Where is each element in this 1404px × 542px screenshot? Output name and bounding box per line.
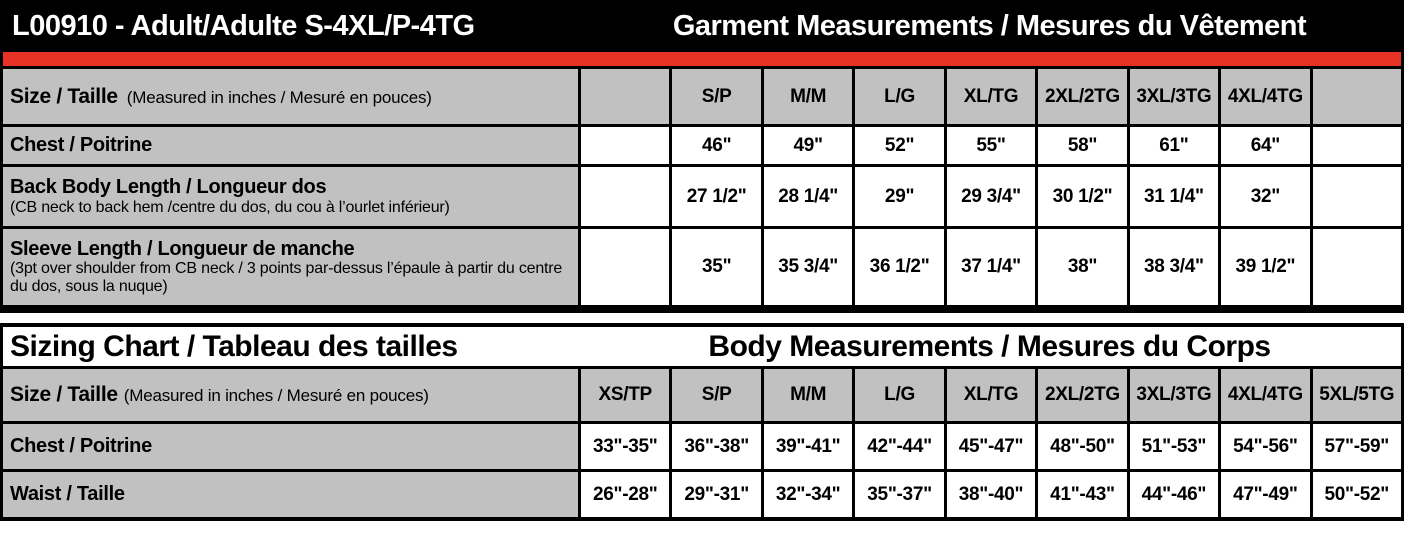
measurement-cell: 41"-43" xyxy=(1035,472,1127,517)
measurement-cell: 45"-47" xyxy=(943,424,1036,469)
size-col-header: 3XL/3TG xyxy=(1126,69,1219,124)
measurement-cell: 33"-35" xyxy=(578,424,670,469)
garment-sleeve-length-row: Sleeve Length / Longueur de manche (3pt … xyxy=(3,226,1401,305)
measurement-cell: 54"-56" xyxy=(1218,424,1310,469)
measurement-cell: 38 3/4" xyxy=(1126,229,1219,305)
measurement-cell: 27 1/2" xyxy=(669,167,761,226)
row-label-sleeve-length: Sleeve Length / Longueur de manche (3pt … xyxy=(3,229,578,305)
row-label-chest: Chest / Poitrine xyxy=(3,424,578,469)
size-col-header: M/M xyxy=(760,69,853,124)
row-label-note: (3pt over shoulder from CB neck / 3 poin… xyxy=(10,259,563,296)
measurement-cell: 61" xyxy=(1126,127,1219,164)
table-gap xyxy=(0,313,1404,323)
measurement-cell xyxy=(578,229,670,305)
measurement-cell: 46" xyxy=(669,127,761,164)
measurement-cell: 36"-38" xyxy=(669,424,761,469)
measurement-cell: 29"-31" xyxy=(669,472,761,517)
body-size-label-cell: Size / Taille (Measured in inches / Mesu… xyxy=(3,369,578,421)
size-col-header: 2XL/2TG xyxy=(1035,369,1127,421)
garment-measurements-table: L00910 - Adult/Adulte S-4XL/P-4TG Garmen… xyxy=(0,0,1404,313)
measurement-cell: 29 3/4" xyxy=(943,167,1036,226)
measurement-cell: 39 1/2" xyxy=(1218,229,1310,305)
measurement-cell: 37 1/4" xyxy=(943,229,1036,305)
row-label-text: Back Body Length / Longueur dos xyxy=(10,176,327,199)
measurement-cell: 50"-52" xyxy=(1309,472,1401,517)
measurement-cell: 30 1/2" xyxy=(1035,167,1127,226)
measurement-cell: 44"-46" xyxy=(1126,472,1219,517)
garment-title-band: L00910 - Adult/Adulte S-4XL/P-4TG Garmen… xyxy=(3,0,1401,52)
measurement-cell xyxy=(578,167,670,226)
measurement-cell: 49" xyxy=(760,127,853,164)
row-label-text: Chest / Poitrine xyxy=(10,134,152,157)
product-title: L00910 - Adult/Adulte S-4XL/P-4TG xyxy=(12,9,475,42)
sizing-chart-title: Sizing Chart / Tableau des tailles xyxy=(10,329,458,363)
measurement-cell: 58" xyxy=(1035,127,1127,164)
size-col-header: XL/TG xyxy=(943,369,1036,421)
measurement-cell xyxy=(1309,127,1401,164)
accent-bar xyxy=(3,52,1401,69)
size-label-note: (Measured in inches / Mesuré en pouces) xyxy=(126,87,432,107)
garment-size-header-row: Size / Taille (Measured in inches / Mesu… xyxy=(3,69,1401,124)
garment-measurements-title: Garment Measurements / Mesures du Vêteme… xyxy=(672,9,1307,42)
measurement-cell: 52" xyxy=(852,127,944,164)
measurement-cell: 28 1/4" xyxy=(760,167,853,226)
size-col-header xyxy=(578,69,670,124)
row-label-text: Waist / Taille xyxy=(10,483,125,506)
size-label: Size / Taille xyxy=(10,383,118,407)
measurement-cell: 47"-49" xyxy=(1218,472,1310,517)
body-measurements-table: Sizing Chart / Tableau des tailles Body … xyxy=(0,323,1404,521)
size-col-header: 5XL/5TG xyxy=(1309,369,1401,421)
measurement-cell: 38"-40" xyxy=(943,472,1036,517)
garment-size-label-cell: Size / Taille (Measured in inches / Mesu… xyxy=(3,69,578,124)
body-size-header-row: Size / Taille (Measured in inches / Mesu… xyxy=(3,369,1401,421)
measurement-cell: 35 3/4" xyxy=(760,229,853,305)
measurement-cell: 57"-59" xyxy=(1309,424,1401,469)
measurement-cell: 29" xyxy=(852,167,944,226)
garment-back-length-row: Back Body Length / Longueur dos (CB neck… xyxy=(3,164,1401,226)
measurement-cell: 51"-53" xyxy=(1126,424,1219,469)
row-label-chest: Chest / Poitrine xyxy=(3,127,578,164)
size-col-header: L/G xyxy=(852,369,944,421)
sizing-spec-sheet: L00910 - Adult/Adulte S-4XL/P-4TG Garmen… xyxy=(0,0,1404,521)
measurement-cell xyxy=(1309,167,1401,226)
measurement-cell xyxy=(578,127,670,164)
size-col-header: XS/TP xyxy=(578,369,670,421)
measurement-cell: 39"-41" xyxy=(760,424,853,469)
size-col-header: L/G xyxy=(852,69,944,124)
size-col-header: M/M xyxy=(760,369,853,421)
size-col-header: 2XL/2TG xyxy=(1035,69,1127,124)
measurement-cell: 32"-34" xyxy=(760,472,853,517)
measurement-cell: 35" xyxy=(669,229,761,305)
measurement-cell: 26"-28" xyxy=(578,472,670,517)
body-measurements-title: Body Measurements / Mesures du Corps xyxy=(708,329,1271,363)
size-col-header: S/P xyxy=(669,369,761,421)
row-label-note: (CB neck to back hem /centre du dos, du … xyxy=(10,198,450,216)
measurement-cell: 36 1/2" xyxy=(852,229,944,305)
measurement-cell: 64" xyxy=(1218,127,1310,164)
garment-chest-row: Chest / Poitrine 46" 49" 52" 55" 58" 61"… xyxy=(3,124,1401,164)
size-col-header: S/P xyxy=(669,69,761,124)
sizing-chart-title-row: Sizing Chart / Tableau des tailles Body … xyxy=(3,327,1401,369)
row-label-text: Chest / Poitrine xyxy=(10,435,152,458)
size-col-header: 4XL/4TG xyxy=(1218,69,1310,124)
row-label-waist: Waist / Taille xyxy=(3,472,578,517)
measurement-cell: 55" xyxy=(943,127,1036,164)
measurement-cell: 48"-50" xyxy=(1035,424,1127,469)
size-col-header: 4XL/4TG xyxy=(1218,369,1310,421)
size-col-header: XL/TG xyxy=(943,69,1036,124)
size-col-header: 3XL/3TG xyxy=(1126,369,1219,421)
measurement-cell: 31 1/4" xyxy=(1126,167,1219,226)
measurement-cell: 38" xyxy=(1035,229,1127,305)
size-label-note: (Measured in inches / Mesuré en pouces) xyxy=(123,386,429,406)
size-label: Size / Taille xyxy=(10,84,118,108)
measurement-cell: 32" xyxy=(1218,167,1310,226)
size-col-header xyxy=(1309,69,1401,124)
row-label-text: Sleeve Length / Longueur de manche xyxy=(10,237,355,260)
body-chest-row: Chest / Poitrine 33"-35" 36"-38" 39"-41"… xyxy=(3,421,1401,469)
body-waist-row: Waist / Taille 26"-28" 29"-31" 32"-34" 3… xyxy=(3,469,1401,517)
measurement-cell xyxy=(1309,229,1401,305)
row-label-back-length: Back Body Length / Longueur dos (CB neck… xyxy=(3,167,578,226)
measurement-cell: 42"-44" xyxy=(852,424,944,469)
measurement-cell: 35"-37" xyxy=(852,472,944,517)
